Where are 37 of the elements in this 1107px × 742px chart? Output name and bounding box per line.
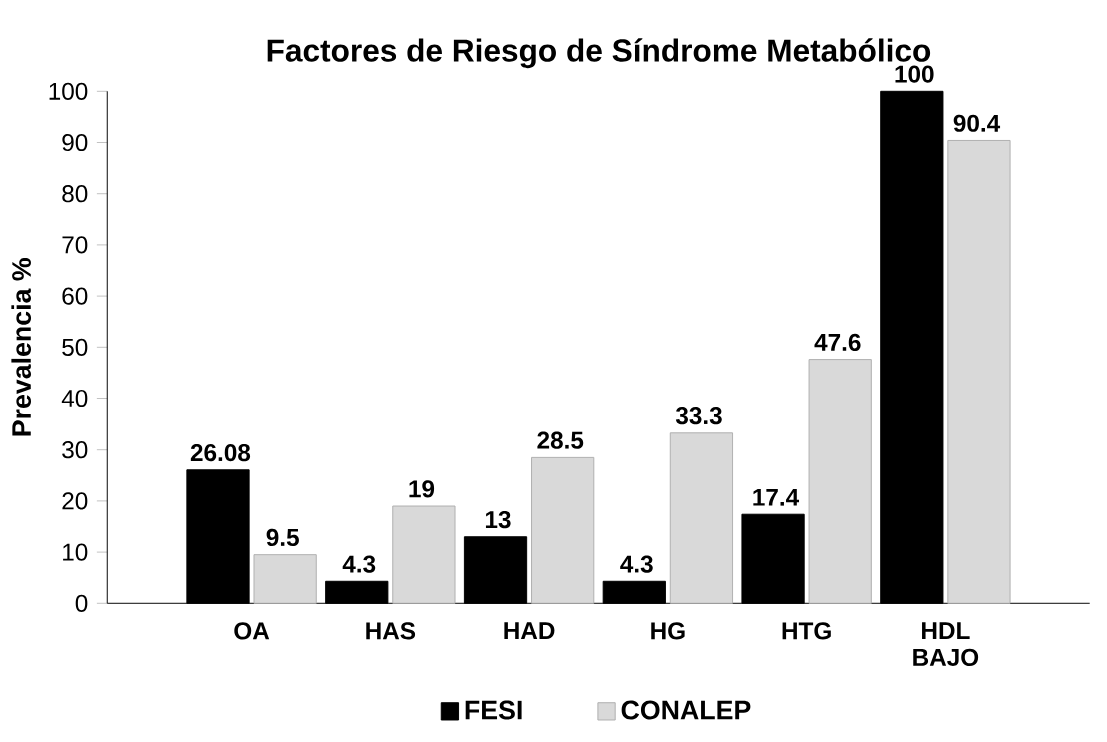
- y-tick-label: 50: [62, 338, 88, 357]
- x-tick-label: HG: [651, 622, 685, 640]
- x-tick-label: HAD: [504, 622, 555, 640]
- y-tick-label: 20: [62, 492, 88, 510]
- y-tick-label: 90: [62, 134, 88, 152]
- bar: [947, 140, 1011, 604]
- y-tick-label: 80: [62, 185, 88, 203]
- y-tick-label: 60: [62, 287, 88, 305]
- x-tick-label: HDL BAJO: [913, 622, 979, 667]
- y-tick-label: 70: [62, 236, 88, 254]
- data-label: 26.08: [190, 444, 251, 462]
- y-tick-label: 100: [49, 82, 88, 101]
- bar: [531, 457, 595, 604]
- data-label: 90.4: [953, 114, 1001, 133]
- data-label: 17.4: [753, 489, 800, 506]
- data-label: 4.3: [620, 555, 653, 573]
- data-label: 33.3: [675, 407, 722, 425]
- y-tick-label: 40: [61, 390, 88, 408]
- x-tick-label: HAS: [366, 622, 416, 640]
- data-label: 4.3: [342, 555, 376, 573]
- y-tick-label: 30: [62, 441, 88, 459]
- y-tick-label: 10: [63, 543, 88, 561]
- y-axis-title: Prevalencia %: [11, 258, 32, 436]
- x-tick-label: HTG: [782, 622, 831, 640]
- y-tick-label: 0: [75, 594, 88, 613]
- legend-label: CONALEP: [621, 700, 751, 720]
- legend-label: FESI: [465, 700, 522, 720]
- bar: [808, 359, 872, 604]
- data-label: 13: [485, 511, 511, 529]
- data-label: 28.5: [537, 431, 584, 449]
- x-tick-label: OA: [234, 622, 270, 640]
- bar: [253, 554, 317, 604]
- bar: [669, 432, 734, 604]
- data-label: 19: [409, 480, 435, 498]
- data-label: 47.6: [814, 333, 861, 352]
- bar: [392, 505, 456, 604]
- data-label: 9.5: [266, 529, 299, 547]
